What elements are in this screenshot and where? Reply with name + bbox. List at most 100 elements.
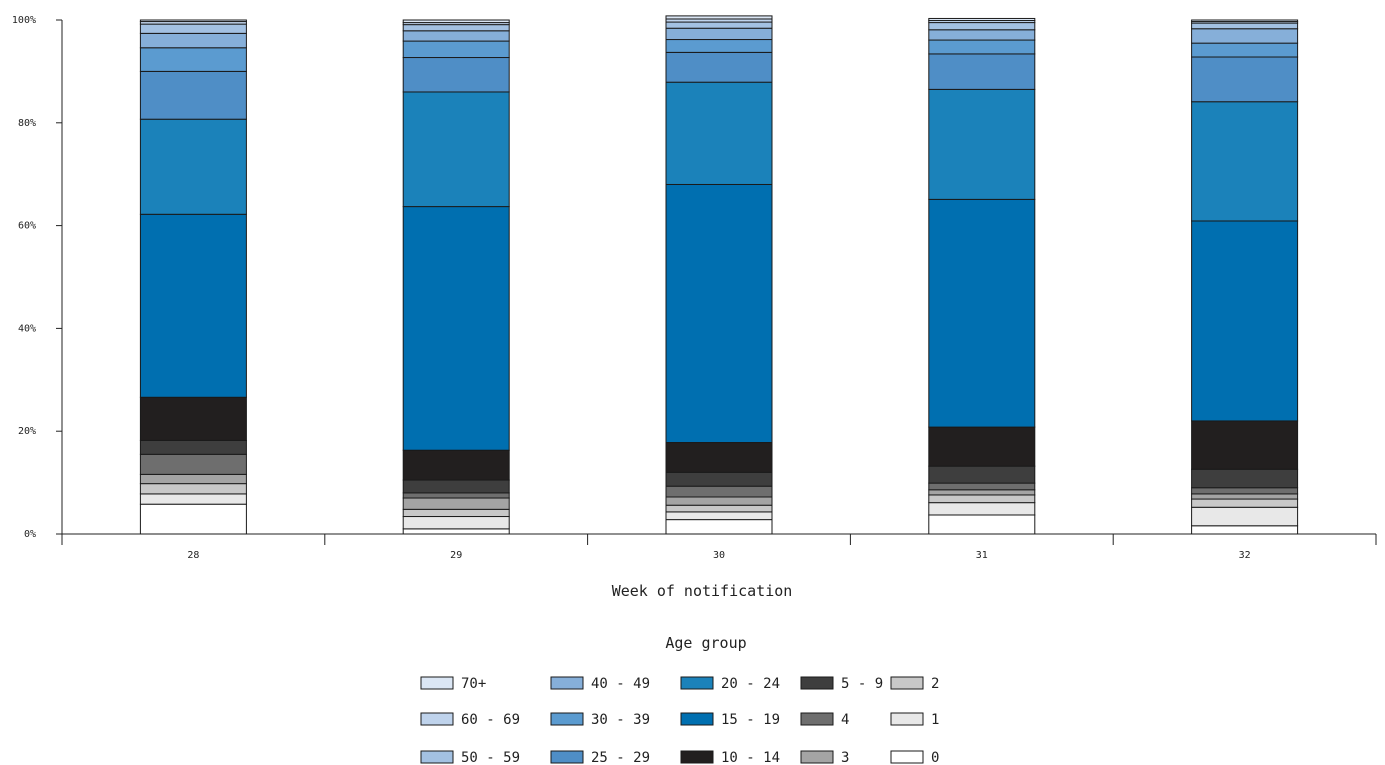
legend-swatch: [420, 750, 454, 764]
x-tick-label: 28: [187, 550, 199, 561]
bar-segment: [665, 81, 773, 185]
bar-segment: [139, 473, 247, 485]
bar-segment: [139, 493, 247, 505]
bar-segment: [665, 183, 773, 444]
legend-label: 5 - 9: [841, 676, 883, 692]
legend-item: 4: [800, 712, 849, 728]
bar-segment: [139, 118, 247, 215]
legend-item: 5 - 9: [800, 676, 883, 692]
bar-segment: [1191, 28, 1299, 44]
bar-segment: [402, 40, 510, 59]
bar-segment: [665, 442, 773, 473]
legend-item: 0: [890, 750, 939, 765]
bar-segment: [139, 439, 247, 455]
bar-segment: [402, 479, 510, 494]
legend-swatch: [420, 676, 454, 690]
legend-label: 70+: [461, 676, 486, 692]
bar-segment: [139, 453, 247, 475]
y-tick-label: 100%: [12, 15, 36, 26]
legend-item: 10 - 14: [680, 750, 780, 765]
bar-segment: [402, 516, 510, 530]
bar-segment: [1191, 498, 1299, 508]
legend-label: 1: [931, 712, 939, 728]
legend-label: 25 - 29: [591, 750, 650, 765]
bar-segment: [402, 508, 510, 518]
legend-label: 3: [841, 750, 849, 765]
bar-segment: [665, 496, 773, 506]
legend-item: 2: [890, 676, 939, 692]
bar-segment: [1191, 525, 1299, 535]
bar-segment: [1191, 493, 1299, 500]
legend-item: 1: [890, 712, 939, 728]
legend-label: 30 - 39: [591, 712, 650, 728]
legend-swatch: [800, 712, 834, 726]
bar-segment: [1191, 468, 1299, 489]
bar-segment: [928, 514, 1036, 535]
bar-segment: [402, 19, 510, 24]
bar-segment: [928, 502, 1036, 516]
bar-segment: [928, 465, 1036, 484]
bar-stack: [928, 17, 1036, 535]
x-tick-label: 30: [713, 550, 725, 561]
legend-swatch: [550, 750, 584, 764]
y-tick-label: 20%: [18, 426, 36, 437]
bar-stack: [1191, 19, 1299, 535]
bar-segment: [402, 497, 510, 510]
legend-label: 20 - 24: [721, 676, 780, 692]
bar-segment: [139, 19, 247, 23]
legend-swatch: [680, 676, 714, 690]
x-tick-label: 29: [450, 550, 462, 561]
legend-title: Age group: [665, 634, 746, 652]
bar-segment: [928, 39, 1036, 55]
bar-segment: [139, 396, 247, 441]
y-tick-label: 80%: [18, 118, 36, 129]
bar-segment: [1191, 42, 1299, 58]
legend-item: 60 - 69: [420, 712, 520, 728]
bar-segment: [928, 482, 1036, 491]
bar-segment: [928, 198, 1036, 428]
bar-segment: [928, 426, 1036, 467]
bar-segment: [1191, 19, 1299, 23]
bar-segment: [928, 88, 1036, 200]
legend-item: 40 - 49: [550, 676, 650, 692]
legend-label: 0: [931, 750, 939, 765]
x-axis: 28 29 30 31 32: [61, 533, 1377, 561]
bar-segment: [665, 27, 773, 41]
legend-swatch: [890, 712, 924, 726]
bar-segment: [928, 22, 1036, 31]
legend-swatch: [420, 712, 454, 726]
bar-segment: [665, 511, 773, 521]
bar-segment: [1191, 487, 1299, 495]
bar-segment: [139, 32, 247, 49]
legend-swatch: [680, 712, 714, 726]
bar-segment: [665, 51, 773, 83]
bar-segment: [665, 15, 773, 20]
bar-segment: [139, 70, 247, 120]
legend-item: 70+: [420, 676, 486, 692]
bar-segment: [402, 30, 510, 42]
bars: [139, 15, 1299, 535]
legend-swatch: [800, 750, 834, 764]
y-tick-label: 0%: [24, 529, 36, 540]
bar-segment: [928, 494, 1036, 504]
legend-swatch: [680, 750, 714, 764]
y-axis: 0% 20% 40% 60% 80% 100%: [12, 15, 63, 540]
y-tick-label: 40%: [18, 323, 36, 334]
legend-swatch: [550, 676, 584, 690]
legend-item: 30 - 39: [550, 712, 650, 728]
legend-label: 50 - 59: [461, 750, 520, 765]
legend-swatch: [550, 712, 584, 726]
bar-segment: [402, 492, 510, 499]
bar-segment: [928, 17, 1036, 22]
bar-segment: [1191, 420, 1299, 470]
legend-label: 10 - 14: [721, 750, 780, 765]
legend-swatch: [800, 676, 834, 690]
x-axis-label: Week of notification: [612, 582, 793, 600]
bar-stack: [139, 19, 247, 535]
bar-stack: [665, 15, 773, 535]
bar-segment: [928, 489, 1036, 496]
bar-segment: [1191, 22, 1299, 30]
bar-segment: [1191, 101, 1299, 222]
bar-segment: [139, 503, 247, 535]
